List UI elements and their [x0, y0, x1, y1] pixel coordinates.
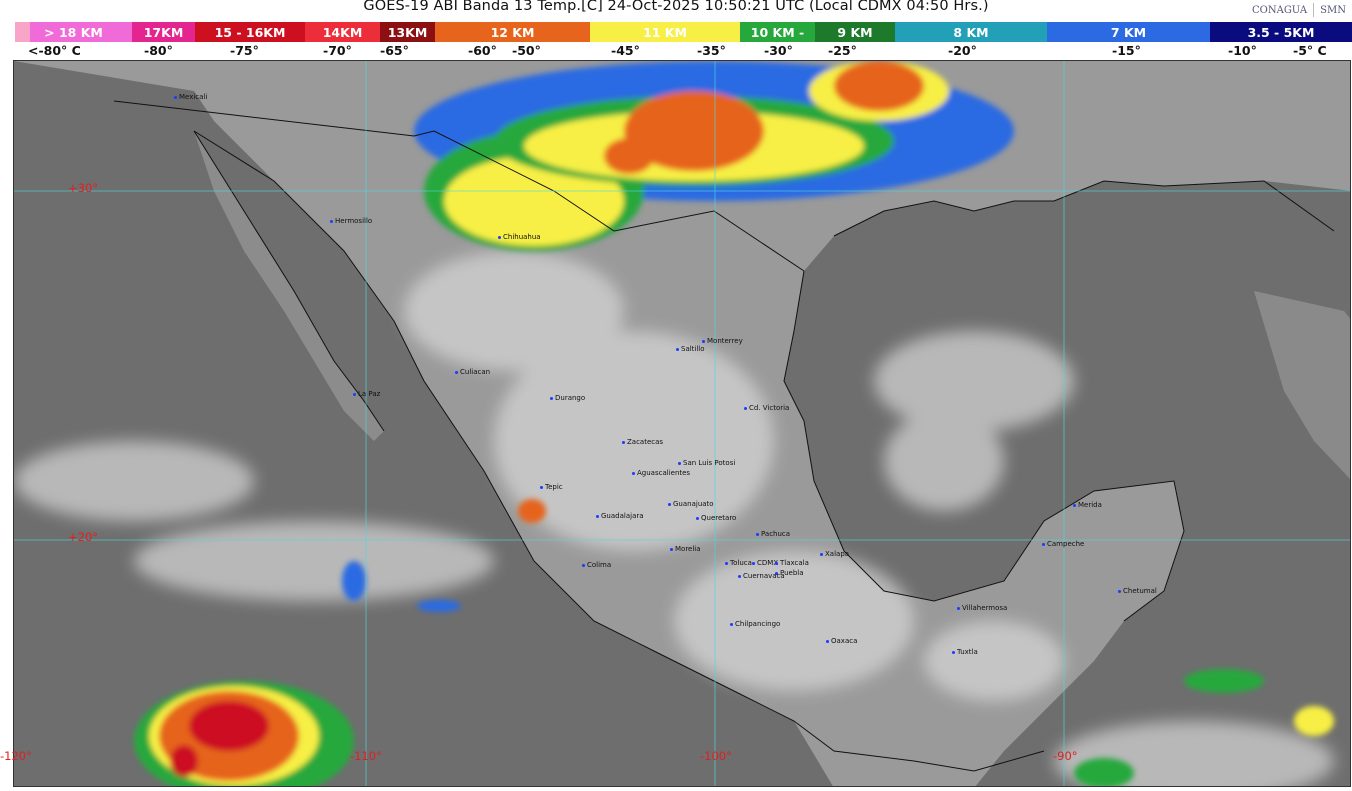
- satellite-map: [13, 60, 1351, 787]
- legend-segment: > 18 KM: [15, 22, 132, 42]
- logos: CONAGUA SMN: [1252, 3, 1346, 17]
- legend-temp-label: -25°: [828, 43, 857, 58]
- legend-temp-label: -65°: [380, 43, 409, 58]
- legend-segment: 17KM: [132, 22, 195, 42]
- legend-temp-label: -30°: [764, 43, 793, 58]
- legend-segment: 14KM: [305, 22, 380, 42]
- city-label: Hermosillo: [330, 217, 372, 225]
- lat-lon-grid: [14, 61, 1350, 786]
- city-label: Pachuca: [756, 530, 790, 538]
- legend-temp-label: -70°: [323, 43, 352, 58]
- legend-temp-label: -10°: [1228, 43, 1257, 58]
- legend-segment: 11 KM: [590, 22, 740, 42]
- logo-divider: [1313, 3, 1315, 17]
- city-label: Saltillo: [676, 345, 705, 353]
- city-label: Tlaxcala: [775, 559, 809, 567]
- legend-temp-label: -35°: [697, 43, 726, 58]
- city-label: Toluca: [725, 559, 752, 567]
- legend-segment: 8 KM: [895, 22, 1047, 42]
- city-label: Villahermosa: [957, 604, 1007, 612]
- city-label: La Paz: [353, 390, 380, 398]
- city-label: Guanajuato: [668, 500, 714, 508]
- city-label: Oaxaca: [826, 637, 857, 645]
- city-label: Xalapa: [820, 550, 849, 558]
- smn-logo: SMN: [1320, 4, 1346, 16]
- city-label: Durango: [550, 394, 585, 402]
- legend-temp-label: -50°: [512, 43, 541, 58]
- city-label: Merida: [1073, 501, 1102, 509]
- legend-segment: 9 KM: [815, 22, 895, 42]
- city-label: Chetumal: [1118, 587, 1157, 595]
- legend-temp-label: <-80° C: [28, 43, 81, 58]
- legend-temp-label: -5° C: [1293, 43, 1327, 58]
- lat-label-20: +20°: [68, 530, 99, 544]
- city-label: Cd. Victoria: [744, 404, 789, 412]
- legend-segment: 15 - 16KM: [195, 22, 305, 42]
- city-label: CDMX: [752, 559, 778, 567]
- lon-label-120: -120°: [0, 749, 32, 763]
- city-label: Chilpancingo: [730, 620, 780, 628]
- legend-temp-label: -80°: [144, 43, 173, 58]
- city-label: Culiacan: [455, 368, 490, 376]
- city-label: San Luis Potosi: [678, 459, 735, 467]
- lon-label-100: -100°: [700, 749, 732, 763]
- city-label: Colima: [582, 561, 611, 569]
- city-label: Puebla: [775, 569, 804, 577]
- conagua-logo: CONAGUA: [1252, 4, 1308, 16]
- city-label: Cuernavaca: [738, 572, 785, 580]
- city-label: Monterrey: [702, 337, 743, 345]
- city-label: Campeche: [1042, 540, 1084, 548]
- city-label: Morelia: [670, 545, 701, 553]
- legend-temp-label: -75°: [230, 43, 259, 58]
- city-label: Aguascalientes: [632, 469, 690, 477]
- legend-segment: 12 KM: [435, 22, 590, 42]
- lon-label-90: -90°: [1053, 749, 1078, 763]
- city-label: Zacatecas: [622, 438, 663, 446]
- legend-segment: 13KM: [380, 22, 435, 42]
- legend-temp-label: -20°: [948, 43, 977, 58]
- legend-segment: 10 KM -: [740, 22, 815, 42]
- lat-label-30: +30°: [68, 181, 99, 195]
- image-title: GOES-19 ABI Banda 13 Temp.[C] 24-Oct-202…: [363, 0, 989, 14]
- map-canvas: [14, 61, 1350, 786]
- lon-label-110: -110°: [350, 749, 382, 763]
- city-label: Tepic: [540, 483, 563, 491]
- legend-temp-label: -15°: [1112, 43, 1141, 58]
- city-label: Chihuahua: [498, 233, 541, 241]
- legend-temp-label: -45°: [611, 43, 640, 58]
- city-label: Tuxtla: [952, 648, 978, 656]
- city-label: Guadalajara: [596, 512, 644, 520]
- city-label: Queretaro: [696, 514, 736, 522]
- color-scale-legend: > 18 KM 17KM 15 - 16KM 14KM 13KM 12 KM 11 KM 10…: [15, 22, 1352, 42]
- legend-segment: 3.5 - 5KM: [1210, 22, 1352, 42]
- legend-temp-label: -60°: [468, 43, 497, 58]
- city-label: Mexicali: [174, 93, 207, 101]
- legend-segment: 7 KM: [1047, 22, 1210, 42]
